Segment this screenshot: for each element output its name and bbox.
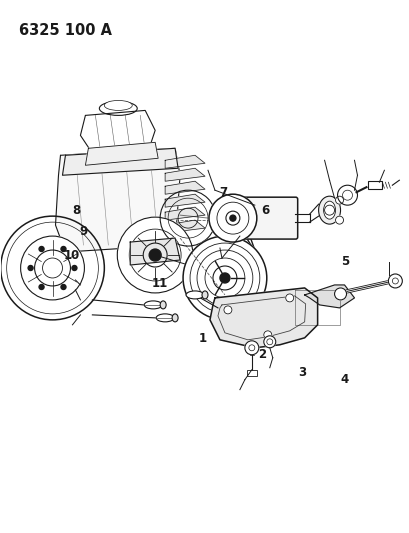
Text: 4: 4 — [340, 373, 348, 386]
Ellipse shape — [323, 201, 335, 219]
Circle shape — [61, 285, 66, 289]
Circle shape — [149, 249, 161, 261]
Ellipse shape — [232, 201, 252, 235]
Polygon shape — [304, 285, 354, 308]
Text: 2: 2 — [258, 348, 265, 361]
Polygon shape — [165, 168, 204, 181]
Circle shape — [223, 306, 231, 314]
Polygon shape — [130, 238, 180, 265]
Circle shape — [334, 288, 346, 300]
Polygon shape — [165, 220, 204, 233]
Circle shape — [263, 331, 271, 339]
Circle shape — [39, 246, 44, 252]
Circle shape — [229, 215, 235, 221]
Text: 5: 5 — [340, 255, 348, 268]
Ellipse shape — [186, 291, 204, 299]
Ellipse shape — [99, 101, 137, 116]
Circle shape — [28, 265, 33, 270]
Ellipse shape — [144, 301, 162, 309]
Polygon shape — [62, 148, 178, 175]
Ellipse shape — [160, 301, 166, 309]
Circle shape — [387, 274, 401, 288]
Text: 6: 6 — [261, 204, 269, 217]
Ellipse shape — [156, 314, 174, 322]
Circle shape — [61, 246, 66, 252]
Circle shape — [72, 265, 77, 270]
Polygon shape — [165, 181, 204, 194]
Bar — [368, 181, 382, 189]
Circle shape — [335, 196, 343, 204]
Text: 10: 10 — [64, 249, 80, 262]
Text: 8: 8 — [72, 204, 80, 217]
Ellipse shape — [202, 291, 207, 299]
Polygon shape — [85, 142, 158, 165]
Polygon shape — [165, 155, 204, 168]
Polygon shape — [55, 148, 180, 252]
Circle shape — [39, 285, 44, 289]
Circle shape — [20, 236, 84, 300]
Ellipse shape — [318, 196, 340, 224]
Circle shape — [335, 216, 343, 224]
Circle shape — [219, 273, 229, 283]
Text: 6325 100 A: 6325 100 A — [18, 22, 111, 38]
Circle shape — [244, 341, 258, 355]
Circle shape — [34, 250, 70, 286]
FancyBboxPatch shape — [238, 197, 297, 239]
Ellipse shape — [104, 100, 132, 110]
Circle shape — [285, 294, 293, 302]
Bar — [246, 370, 256, 376]
Text: 7: 7 — [219, 185, 227, 199]
Ellipse shape — [172, 314, 178, 322]
Circle shape — [263, 336, 275, 348]
Circle shape — [337, 185, 357, 205]
Circle shape — [209, 194, 256, 242]
Text: 3: 3 — [297, 366, 306, 379]
Text: 11: 11 — [152, 277, 168, 290]
Text: 9: 9 — [79, 225, 87, 238]
Text: 1: 1 — [198, 332, 207, 345]
Circle shape — [117, 217, 193, 293]
Polygon shape — [165, 207, 204, 220]
Polygon shape — [209, 288, 317, 348]
Polygon shape — [165, 194, 204, 207]
Circle shape — [183, 236, 266, 320]
